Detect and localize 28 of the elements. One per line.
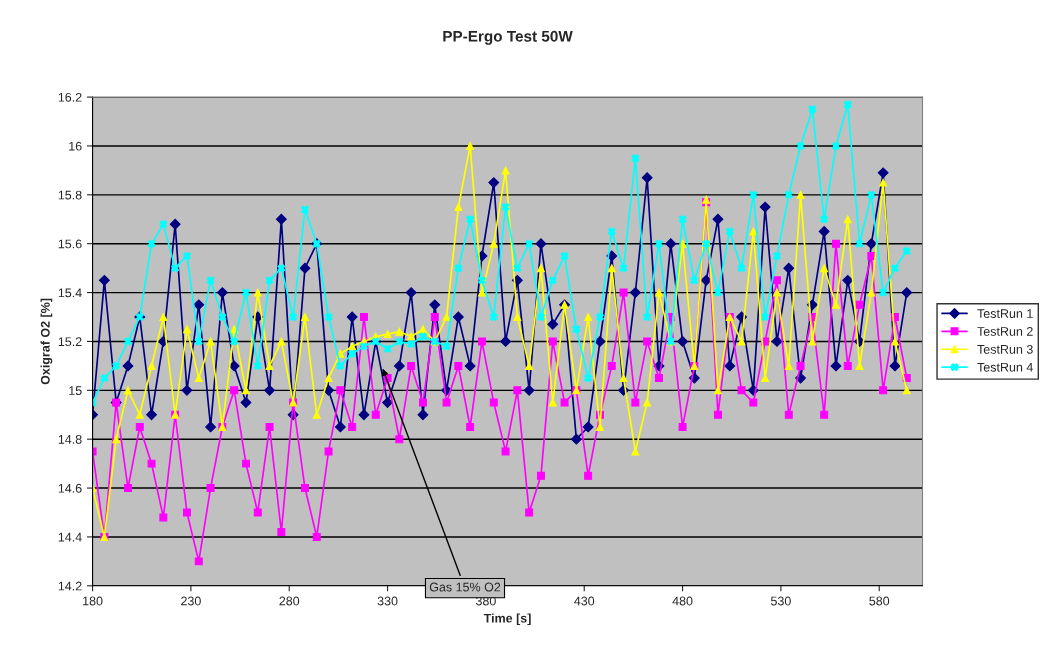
x-tick-label: 280 bbox=[279, 596, 300, 606]
y-tick-label: 15.6 bbox=[58, 239, 82, 249]
legend-label: TestRun 3 bbox=[977, 344, 1033, 354]
annotation: Gas 15% O2 bbox=[429, 582, 501, 592]
x-tick-label: 480 bbox=[672, 596, 693, 606]
legend-label: TestRun 4 bbox=[977, 362, 1033, 372]
y-tick-label: 15 bbox=[69, 386, 82, 395]
x-tick-label: 430 bbox=[574, 596, 595, 606]
y-tick-label: 15.2 bbox=[58, 337, 82, 347]
legend-label: TestRun 1 bbox=[977, 309, 1033, 318]
y-tick-label: 15.4 bbox=[58, 288, 82, 298]
x-tick-label: 380 bbox=[475, 596, 496, 606]
x-tick-label: 180 bbox=[83, 596, 103, 606]
x-tick-label: 330 bbox=[377, 596, 398, 606]
x-tick-label: 580 bbox=[869, 596, 890, 606]
y-tick-label: 14.4 bbox=[58, 532, 82, 542]
chart-title: PP-Ergo Test 50W bbox=[443, 30, 573, 45]
y-tick-label: 15.8 bbox=[58, 190, 82, 200]
y-tick-label: 14.2 bbox=[58, 581, 82, 591]
y-tick-label: 16.2 bbox=[58, 92, 82, 102]
x-tick-label: 230 bbox=[181, 596, 201, 606]
y-tick-label: 14.8 bbox=[58, 434, 82, 444]
x-axis-title: Time [s] bbox=[483, 613, 531, 626]
y-tick-label: 16 bbox=[69, 141, 82, 151]
x-tick-label: 530 bbox=[770, 596, 791, 606]
legend-label: TestRun 2 bbox=[977, 327, 1033, 336]
y-tick-label: 14.6 bbox=[58, 483, 82, 493]
y-axis-title: Oxigraf O2 [%] bbox=[40, 298, 53, 385]
